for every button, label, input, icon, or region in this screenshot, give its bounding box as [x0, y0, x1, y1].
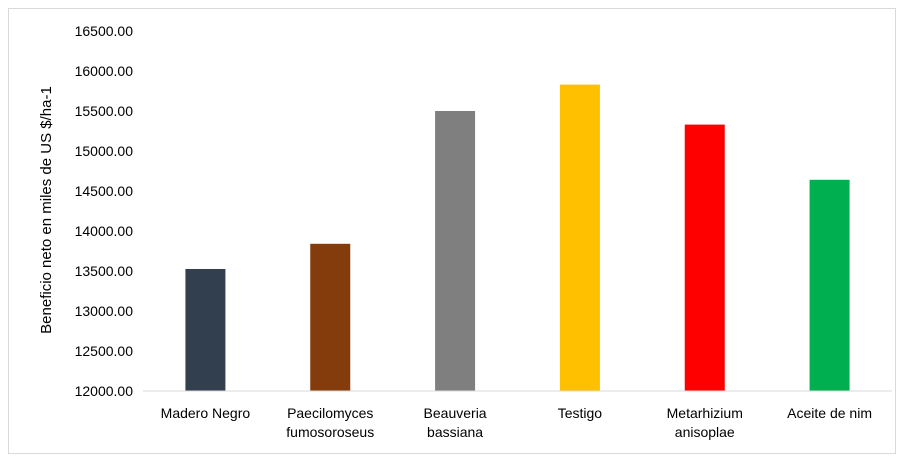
bar [684, 124, 725, 391]
x-axis-labels: Madero Negro Paecilomyces fumosoroseus Beau… [161, 405, 872, 440]
y-tick-label: 16000.00 [75, 63, 134, 79]
y-tick-label: 12000.00 [75, 383, 134, 399]
y-axis-title: Beneficio neto en miles de US $/ha-1 [38, 86, 55, 334]
y-tick-label: 15000.00 [75, 143, 134, 159]
bar [435, 111, 476, 391]
bar [809, 179, 850, 391]
y-axis-ticks: 12000.00 12500.00 13000.00 13500.00 14000.00… [75, 23, 134, 399]
y-tick-label: 14000.00 [75, 223, 134, 239]
bar [310, 243, 351, 391]
bar [185, 269, 226, 391]
y-tick-label: 14500.00 [75, 183, 134, 199]
bar [559, 84, 600, 391]
y-tick-label: 12500.00 [75, 343, 134, 359]
bars [185, 84, 850, 391]
x-category-label: Metarhizium anisoplae [667, 405, 743, 440]
x-category-label: Testigo [558, 405, 603, 421]
y-tick-label: 13000.00 [75, 303, 134, 319]
x-category-label: Paecilomyces fumosoroseus [286, 405, 374, 440]
x-category-label: Beauveria bassiana [424, 405, 487, 440]
y-tick-label: 13500.00 [75, 263, 134, 279]
x-category-label: Madero Negro [161, 405, 251, 421]
y-tick-label: 16500.00 [75, 23, 134, 39]
x-category-label: Aceite de nim [787, 405, 872, 421]
y-tick-label: 15500.00 [75, 103, 134, 119]
